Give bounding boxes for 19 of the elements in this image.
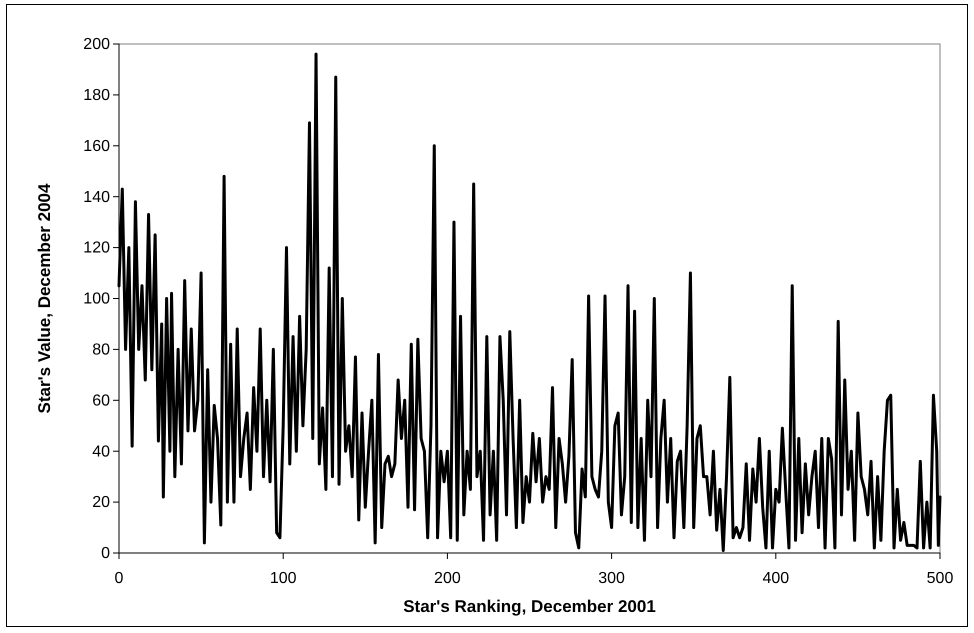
y-tick-label: 100 — [83, 290, 110, 308]
x-tick-label: 500 — [926, 570, 954, 587]
x-tick-label: 300 — [598, 570, 626, 587]
x-axis-title: Star's Ranking, December 2001 — [403, 597, 656, 616]
x-tick-label: 400 — [762, 570, 790, 587]
y-tick-label: 60 — [92, 392, 110, 410]
y-tick-label: 200 — [83, 36, 110, 54]
y-tick-label: 140 — [83, 188, 110, 206]
y-tick-label: 120 — [83, 240, 110, 257]
x-tick-label: 0 — [114, 570, 124, 587]
y-tick-label: 80 — [92, 342, 110, 359]
y-tick-label: 160 — [83, 138, 110, 155]
y-tick-label: 40 — [92, 443, 110, 460]
y-axis-title: Star's Value, December 2004 — [35, 183, 54, 414]
x-tick-label: 100 — [270, 570, 297, 587]
x-tick-label: 200 — [434, 570, 461, 587]
y-tick-label: 20 — [92, 494, 110, 512]
y-tick-label: 180 — [83, 87, 110, 104]
y-tick-label: 0 — [101, 545, 110, 562]
